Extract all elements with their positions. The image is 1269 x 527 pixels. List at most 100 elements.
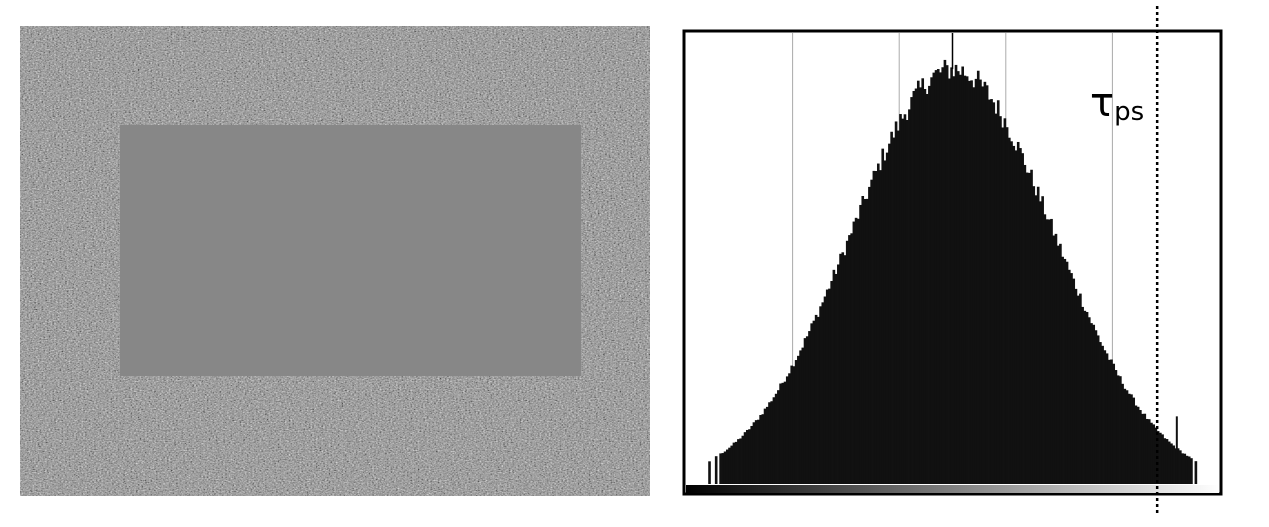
histogram-bar <box>792 366 796 484</box>
histogram-bar <box>965 76 969 484</box>
histogram-bar <box>848 235 851 484</box>
histogram-bar <box>941 67 945 485</box>
histogram-bar <box>817 316 820 484</box>
histogram-bar <box>992 102 996 484</box>
histogram-bar <box>1087 317 1091 484</box>
histogram-bar <box>741 435 745 484</box>
histogram-bar <box>959 74 962 484</box>
histogram-bar <box>868 186 871 484</box>
histogram-bar <box>1092 324 1096 484</box>
histogram-bar <box>939 72 942 484</box>
histogram-bar <box>823 296 827 484</box>
colorbar <box>686 485 1219 493</box>
histogram-bar <box>1090 323 1093 484</box>
histogram-bar <box>914 88 918 484</box>
histogram-bar <box>781 382 785 484</box>
histogram-bar <box>870 179 873 484</box>
histogram-bar <box>1154 427 1158 484</box>
histogram-bar <box>794 360 798 484</box>
histogram-bar <box>1150 422 1153 484</box>
histogram-bar <box>903 114 907 484</box>
histogram-bar <box>1025 172 1029 484</box>
histogram-bar <box>961 66 964 484</box>
histogram-bar <box>861 196 865 484</box>
histogram-bar <box>765 406 769 484</box>
histogram-bar <box>1143 413 1147 484</box>
histogram-bar <box>797 355 800 484</box>
histogram-bar <box>743 432 747 484</box>
histogram-bar <box>1096 335 1100 484</box>
histogram-bar <box>850 233 853 484</box>
histogram-bar <box>1056 245 1060 484</box>
histogram-bar <box>708 461 711 484</box>
histogram-bar <box>1048 219 1051 484</box>
histogram-bar <box>948 78 951 484</box>
histogram-bar <box>828 288 831 484</box>
histogram-bar <box>757 419 760 484</box>
histogram-bar <box>1041 196 1044 484</box>
histogram-bar <box>1101 345 1104 484</box>
histogram-bar <box>801 347 805 484</box>
histogram-bar <box>1114 370 1118 484</box>
histogram-bar <box>1127 393 1131 484</box>
histogram-bar <box>1165 439 1169 484</box>
histogram-bar <box>1012 145 1016 485</box>
histogram-bar <box>928 85 931 484</box>
histogram-bar <box>852 221 856 484</box>
histogram-bar <box>1123 388 1127 484</box>
histogram-bar <box>921 78 925 485</box>
histogram-bar <box>956 71 960 484</box>
histogram-bar <box>1008 137 1011 484</box>
histogram-bar <box>854 217 858 484</box>
histogram-bar <box>763 408 767 484</box>
histogram-bar <box>1136 406 1140 484</box>
histogram-bar <box>805 336 809 484</box>
histogram-bar <box>1021 153 1024 484</box>
histogram-bar <box>932 72 936 484</box>
histogram-bar <box>1181 453 1184 484</box>
histogram-bar <box>1172 445 1175 484</box>
histogram-bar <box>1179 450 1182 484</box>
histogram-bar <box>1161 434 1164 484</box>
histogram-bars <box>708 59 1198 485</box>
histogram-bar <box>785 376 789 484</box>
histogram-bar <box>1183 453 1187 484</box>
histogram-bar <box>843 255 847 484</box>
histogram-bar <box>981 86 984 484</box>
histogram-bar <box>1175 416 1178 484</box>
histogram-bar <box>963 75 967 484</box>
histogram-bar <box>1043 214 1047 485</box>
histogram-bar <box>1045 219 1049 485</box>
histogram-bar <box>934 70 938 484</box>
histogram-bar <box>777 390 780 484</box>
histogram-bar <box>745 429 749 484</box>
histogram-bar <box>1083 310 1087 484</box>
histogram-bar <box>752 422 756 484</box>
histogram-bar <box>1052 235 1056 484</box>
histogram-bar <box>863 199 867 484</box>
histogram-bar <box>930 77 933 484</box>
histogram-bar <box>1005 127 1009 485</box>
histogram-bar <box>1121 383 1124 484</box>
histogram-bar <box>1187 456 1191 484</box>
histogram-bar <box>774 393 778 484</box>
histogram-bar <box>925 93 929 485</box>
histogram-bar <box>894 121 898 485</box>
histogram-bar <box>845 240 849 484</box>
histogram-bar <box>750 425 754 484</box>
histogram-bar <box>837 264 840 484</box>
histogram-bar <box>1110 359 1113 484</box>
histogram-bar <box>1034 195 1038 484</box>
histogram-bar <box>892 137 896 485</box>
histogram-bar <box>876 163 880 485</box>
threshold-label-subscript: ps <box>1114 97 1144 127</box>
histogram-bar <box>748 429 751 484</box>
histogram-bar <box>1167 441 1171 484</box>
histogram-bar <box>857 218 860 484</box>
histogram-bar <box>819 306 822 484</box>
histogram-bar <box>834 273 838 484</box>
histogram-bar <box>1023 164 1027 484</box>
histogram-bar <box>943 59 947 485</box>
histogram-bar <box>988 99 991 484</box>
histogram-bar <box>754 420 758 484</box>
